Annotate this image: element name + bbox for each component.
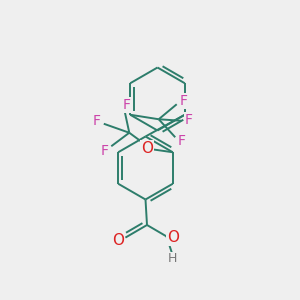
Text: H: H — [168, 252, 178, 266]
Text: F: F — [177, 134, 185, 148]
Text: F: F — [122, 98, 130, 112]
Text: O: O — [141, 141, 153, 156]
Text: F: F — [101, 144, 109, 158]
Text: F: F — [92, 114, 100, 128]
Text: O: O — [112, 233, 124, 248]
Text: F: F — [179, 94, 187, 108]
Text: O: O — [167, 230, 179, 245]
Text: F: F — [185, 113, 193, 127]
